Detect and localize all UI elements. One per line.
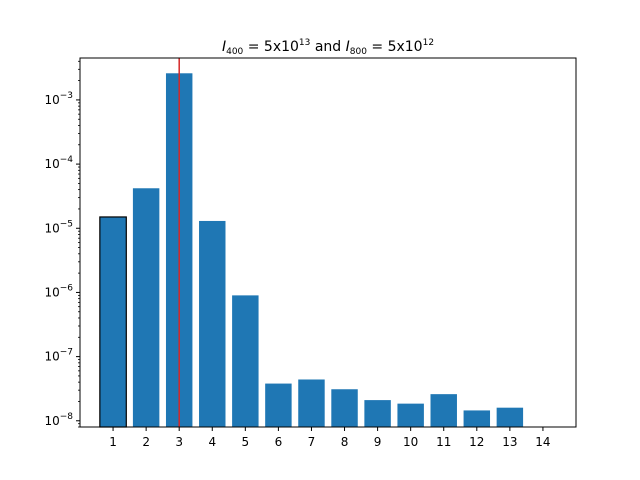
x-tick-label-1: 1 — [109, 435, 117, 449]
x-tick-label-7: 7 — [308, 435, 316, 449]
bar-9 — [364, 400, 391, 427]
bar-8 — [331, 389, 358, 427]
x-tick-label-14: 14 — [535, 435, 550, 449]
bar-2 — [132, 188, 160, 427]
x-tick-label-4: 4 — [208, 435, 216, 449]
bar-13 — [496, 407, 524, 427]
bar-11 — [430, 394, 457, 427]
bar-10 — [397, 403, 424, 427]
x-tick-label-6: 6 — [275, 435, 283, 449]
y-tick-label: 10−3 — [44, 91, 73, 107]
y-tick-label: 10−6 — [44, 283, 73, 299]
chart-title: I400 = 5x1013 and I800 = 5x1012 — [222, 38, 434, 57]
y-tick-label: 10−7 — [44, 348, 73, 364]
bar-1 — [99, 216, 127, 428]
y-tick-label: 10−4 — [44, 155, 73, 171]
x-tick-label-2: 2 — [142, 435, 150, 449]
x-tick-label-10: 10 — [403, 435, 418, 449]
bar-6 — [265, 383, 292, 427]
x-tick-label-13: 13 — [502, 435, 517, 449]
x-tick-label-9: 9 — [374, 435, 382, 449]
x-tick-label-3: 3 — [175, 435, 183, 449]
bar-7 — [298, 379, 325, 427]
x-tick-label-8: 8 — [341, 435, 349, 449]
bar-4 — [199, 220, 226, 427]
x-tick-label-11: 11 — [436, 435, 451, 449]
x-tick-label-12: 12 — [469, 435, 484, 449]
bar-5 — [232, 295, 259, 427]
plot-area: 1 2 3 4 5 6 7 8 9 10 11 12 13 1410−810−710−610−510−41… — [44, 57, 577, 449]
x-tick-label-5: 5 — [242, 435, 250, 449]
bar-12 — [463, 410, 491, 427]
y-tick-label: 10−8 — [44, 412, 73, 428]
y-tick-label: 10−5 — [44, 219, 73, 235]
